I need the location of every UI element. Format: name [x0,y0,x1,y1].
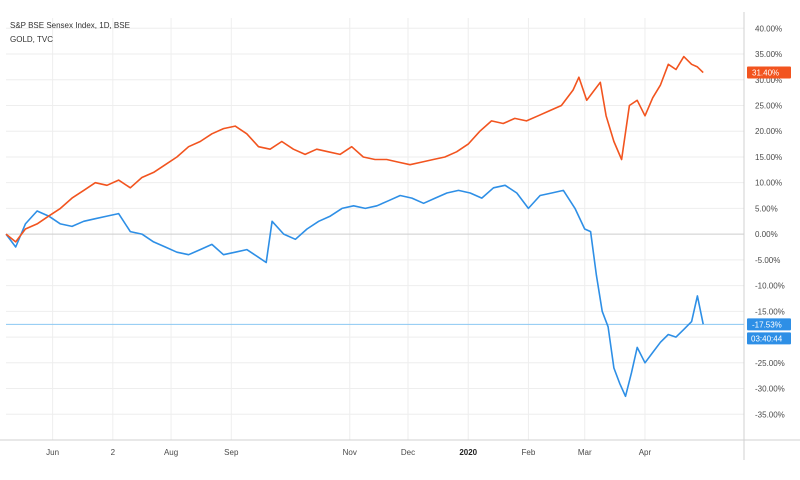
y-tick-label: 10.00% [755,179,782,188]
x-tick-label: Sep [224,448,239,457]
gold-price-badge [747,66,791,79]
y-tick-label: -10.00% [755,282,785,291]
legend-item-sensex[interactable]: S&P BSE Sensex Index, 1D, BSE [10,21,130,30]
series-line-sensex[interactable] [5,184,704,398]
x-tick-label: Aug [164,448,178,457]
y-tick-label: 20.00% [755,127,782,136]
y-tick-label: -30.00% [755,385,785,394]
x-tick-label: 2 [111,448,116,457]
y-tick-label: 25.00% [755,101,782,110]
y-tick-label: 30.00% [755,76,782,85]
x-axis-ticks: Jun 2 Aug Sep Nov Dec 2020 Feb Mar Apr [46,448,651,457]
axes [0,12,800,460]
grid [6,18,744,440]
x-tick-label: Apr [639,448,652,457]
x-tick-label: Feb [522,448,536,457]
series-layer [5,55,704,398]
y-tick-label: -5.00% [755,256,780,265]
y-axis-ticks: 40.00% 35.00% 30.00% 25.00% 20.00% 15.00% 10.0… [755,24,785,419]
legend-item-gold[interactable]: GOLD, TVC [10,35,53,44]
sensex-price-badge [747,318,791,331]
y-tick-label: 15.00% [755,153,782,162]
y-tick-label: -35.00% [755,410,785,419]
y-tick-label: 5.00% [755,204,778,213]
x-tick-label: 2020 [459,448,477,457]
x-tick-label: Jun [46,448,59,457]
y-tick-label: 35.00% [755,50,782,59]
x-tick-label: Dec [401,448,415,457]
countdown-label: 03:40:44 [751,334,783,343]
y-tick-label: 0.00% [755,230,778,239]
price-badges: 31.40% -17.53% 03:40:44 [747,66,791,345]
y-tick-label: -25.00% [755,359,785,368]
y-tick-label: 40.00% [755,24,782,33]
x-tick-label: Mar [578,448,592,457]
price-badge-label: 31.40% [752,69,779,78]
x-tick-label: Nov [343,448,357,457]
y-tick-label: -15.00% [755,307,785,316]
series-line-gold[interactable] [5,55,704,243]
countdown-badge [747,332,791,345]
price-badge-label: -17.53% [752,320,782,329]
